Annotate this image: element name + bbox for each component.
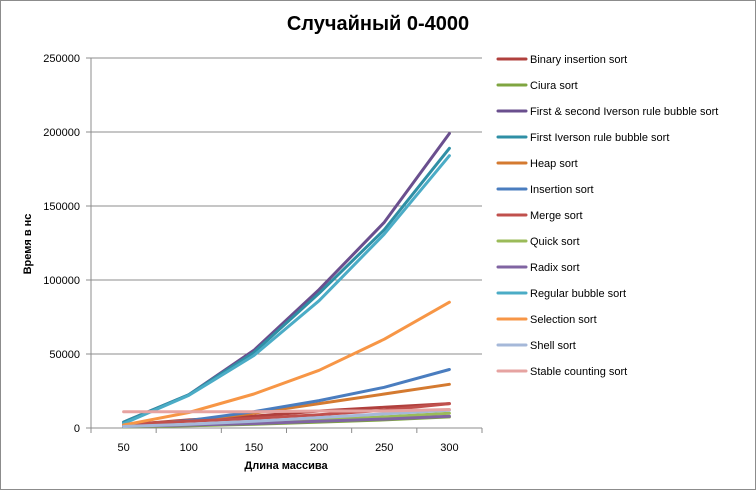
legend-label: Shell sort xyxy=(530,340,576,352)
x-tick-label: 200 xyxy=(310,442,328,454)
x-tick-label: 50 xyxy=(117,442,129,454)
y-tick-label: 150000 xyxy=(43,201,80,213)
y-tick-label: 250000 xyxy=(43,53,80,65)
series-line xyxy=(122,132,451,424)
series-lines xyxy=(122,132,451,429)
legend: Binary insertion sort Ciura sort First & s… xyxy=(496,54,718,378)
chart-title: Случайный 0-4000 xyxy=(286,13,470,35)
series-line xyxy=(122,408,451,414)
legend-label: First & second Iverson rule bubble sort xyxy=(530,106,718,118)
series-line xyxy=(122,402,451,426)
y-tick-label: 100000 xyxy=(43,275,80,287)
y-axis-title: Время в нс xyxy=(22,214,34,275)
x-tick-label: 300 xyxy=(440,442,458,454)
legend-label: Insertion sort xyxy=(530,184,594,196)
legend-label: Merge sort xyxy=(530,210,583,222)
legend-label: First Iverson rule bubble sort xyxy=(530,132,669,144)
series-line xyxy=(122,300,451,427)
gridlines xyxy=(91,57,482,429)
legend-label: Heap sort xyxy=(530,158,578,170)
legend-label: Ciura sort xyxy=(530,80,578,92)
y-tick-label: 200000 xyxy=(43,127,80,139)
x-tick-label: 150 xyxy=(245,442,263,454)
x-axis-title: Длина массива xyxy=(244,460,328,472)
series-line xyxy=(122,408,451,428)
legend-label: Quick sort xyxy=(530,236,580,248)
series-line xyxy=(122,154,451,426)
legend-label: Binary insertion sort xyxy=(530,54,627,66)
axes: 0 50000 100000 150000 200000 250000 50 100 150 20… xyxy=(43,53,483,454)
legend-label: Regular bubble sort xyxy=(530,288,626,300)
y-tick-label: 0 xyxy=(74,423,80,435)
legend-label: Stable counting sort xyxy=(530,366,627,378)
x-tick-label: 250 xyxy=(375,442,393,454)
legend-label: Selection sort xyxy=(530,314,597,326)
y-tick-label: 50000 xyxy=(49,349,80,361)
legend-label: Radix sort xyxy=(530,262,580,274)
x-tick-label: 100 xyxy=(180,442,198,454)
